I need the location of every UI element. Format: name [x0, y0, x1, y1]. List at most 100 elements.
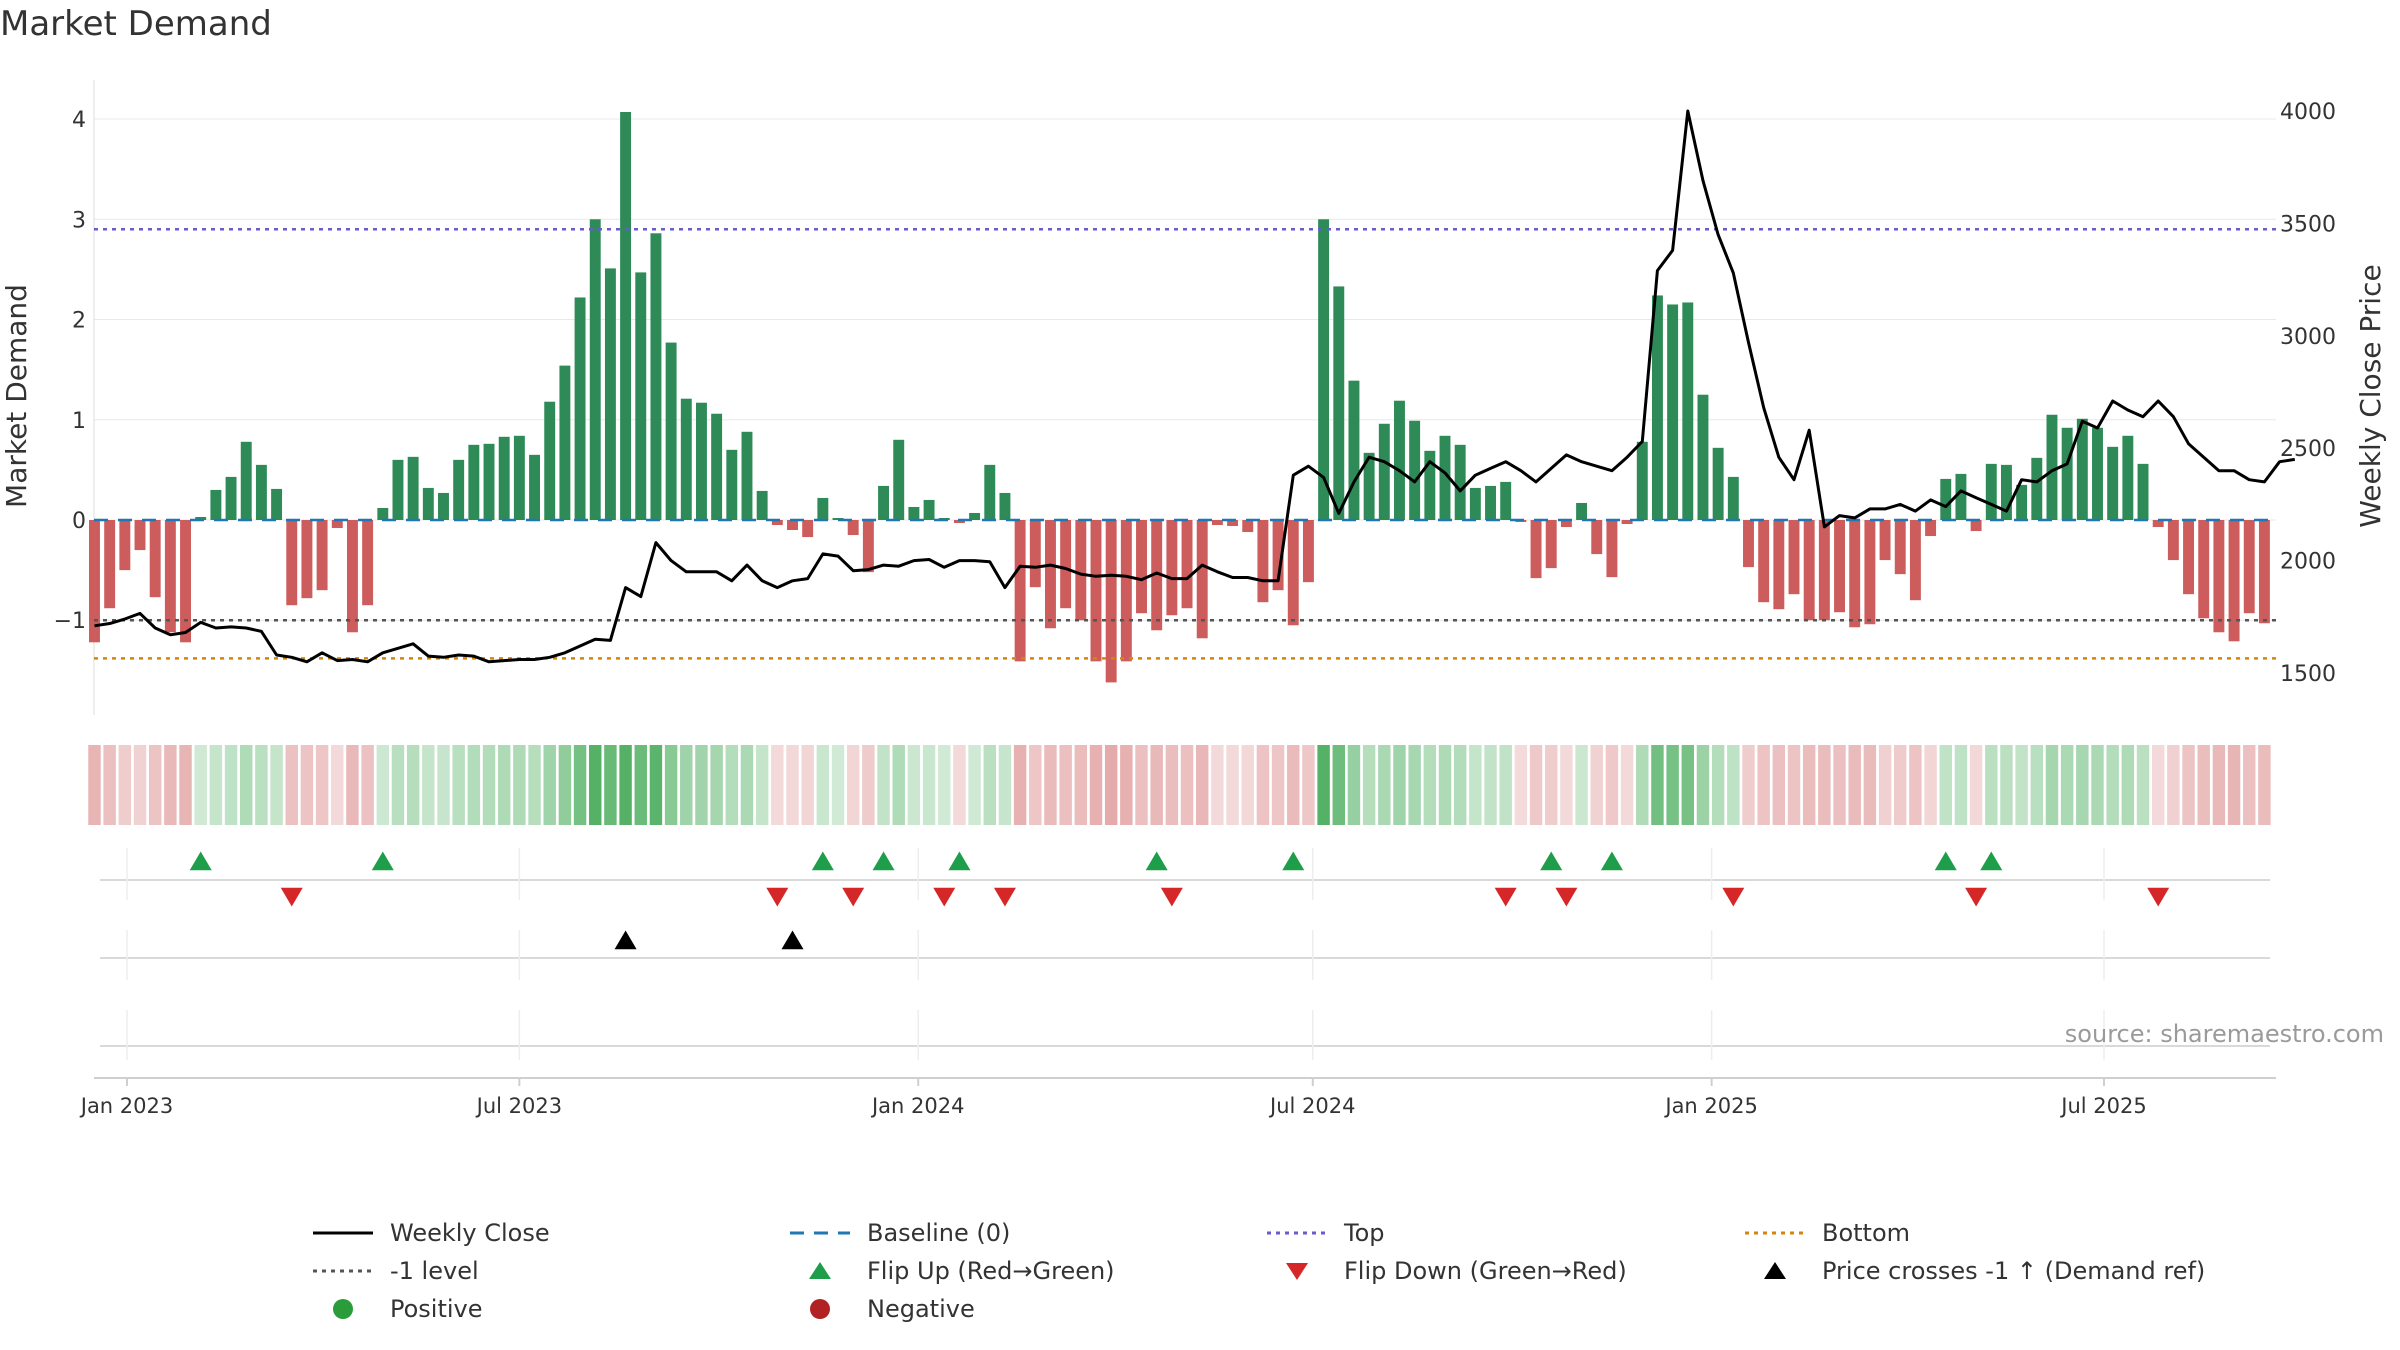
demand-bar-negative: [1925, 520, 1937, 537]
demand-bar-negative: [1014, 520, 1026, 662]
demand-bar-negative: [1120, 520, 1132, 662]
flip-down-marker: [1965, 887, 1988, 907]
demand-bar-positive: [513, 435, 525, 520]
demand-bar-positive: [529, 454, 541, 520]
demand-heat-cell: [376, 745, 390, 825]
demand-bar-negative: [1909, 520, 1921, 601]
demand-heat-cell: [88, 745, 101, 825]
demand-bar-negative: [1105, 520, 1117, 683]
legend-swatch-dot: [785, 1294, 855, 1324]
y2-tick-label: 4000: [2280, 100, 2336, 125]
legend-item: Bottom: [1740, 1215, 1910, 1251]
demand-heat-cell: [2000, 745, 2013, 825]
demand-heat-cell: [1256, 745, 1270, 825]
demand-bar-negative: [1803, 520, 1815, 621]
demand-bar-positive: [711, 413, 723, 520]
legend-label: Weekly Close: [390, 1219, 550, 1247]
demand-bar-negative: [1302, 520, 1314, 583]
demand-bar-negative: [1879, 520, 1891, 561]
demand-bar-negative: [1606, 520, 1618, 578]
demand-bar-positive: [498, 436, 510, 520]
demand-heat-cell: [255, 745, 268, 825]
demand-heat-cell: [1469, 745, 1482, 825]
demand-heat-cell: [1317, 745, 1330, 825]
demand-heat-cell: [968, 745, 981, 825]
demand-heat-cell: [695, 745, 708, 825]
demand-bar-negative: [1743, 520, 1754, 568]
demand-heat-cell: [1818, 745, 1831, 825]
demand-bar-negative: [1257, 520, 1269, 603]
demand-bar-positive: [1439, 435, 1451, 520]
demand-heat-cell: [270, 745, 283, 825]
demand-heat-cell: [2045, 745, 2059, 825]
demand-heat-cell: [543, 745, 556, 825]
demand-heat-cell: [1757, 745, 1770, 825]
demand-bar-negative: [1621, 520, 1633, 525]
demand-bar-negative: [1788, 520, 1800, 595]
legend-label: -1 level: [390, 1257, 479, 1285]
demand-heat-cell: [983, 745, 996, 825]
demand-bar-positive: [1955, 473, 1967, 520]
flip-down-marker: [1160, 887, 1183, 907]
demand-heat-cell: [2030, 745, 2044, 825]
demand-heat-cell: [1347, 745, 1361, 825]
demand-heat-cell: [1393, 745, 1406, 825]
demand-bar-negative: [771, 520, 783, 526]
demand-bar-positive: [544, 401, 556, 520]
demand-bar-negative: [119, 520, 131, 571]
demand-heat-cell: [1241, 745, 1254, 825]
demand-bar-positive: [1712, 447, 1724, 520]
demand-bar-positive: [453, 459, 465, 520]
demand-bar-positive: [969, 512, 981, 520]
demand-heat-cell: [1378, 745, 1391, 825]
demand-bar-positive: [483, 443, 495, 520]
flip-up-marker: [948, 851, 971, 871]
demand-heat-cell: [831, 745, 845, 825]
demand-bar-positive: [195, 516, 207, 520]
demand-heat-cell: [1620, 745, 1634, 825]
y-tick-label: −1: [54, 609, 86, 634]
demand-heat-cell: [1165, 745, 1179, 825]
demand-bar-positive: [1409, 420, 1421, 520]
demand-heat-cell: [2060, 745, 2074, 825]
legend-swatch-tri-up: [785, 1256, 855, 1286]
flip-down-marker: [2147, 887, 2170, 907]
flip-down-marker: [1722, 887, 1745, 907]
demand-bar-positive: [271, 488, 283, 520]
demand-bar-positive: [1424, 450, 1436, 520]
demand-bar-positive: [908, 506, 920, 520]
y2-axis-title: Weekly Close Price: [2354, 264, 2387, 527]
demand-heat-cell: [240, 745, 253, 825]
demand-bar-positive: [1348, 380, 1360, 520]
demand-bar-negative: [862, 520, 874, 573]
demand-bar-positive: [559, 365, 571, 520]
demand-bar-negative: [164, 520, 176, 633]
demand-heat-cell: [1681, 745, 1695, 825]
demand-bar-positive: [650, 233, 662, 520]
demand-bar-positive: [1333, 286, 1345, 520]
demand-heat-cell: [315, 745, 329, 825]
legend-swatch-line-dotted: [308, 1256, 378, 1286]
demand-heat-cell: [2197, 745, 2210, 825]
legend-item: -1 level: [308, 1253, 479, 1289]
demand-bar-positive: [1727, 476, 1739, 520]
legend-label: Top: [1344, 1219, 1385, 1247]
demand-heat-cell: [2121, 745, 2135, 825]
y2-tick-label: 1500: [2280, 662, 2336, 687]
legend-item: Baseline (0): [785, 1215, 1010, 1251]
demand-heat-cell: [1605, 745, 1619, 825]
demand-bar-positive: [1651, 295, 1663, 520]
demand-bar-positive: [726, 449, 738, 520]
demand-heat-cell: [1969, 745, 1983, 825]
demand-heat-cell: [1484, 745, 1497, 825]
demand-bar-positive: [574, 297, 586, 520]
demand-heat-cell: [1772, 745, 1786, 825]
demand-bar-negative: [149, 520, 161, 598]
demand-bar-positive: [604, 268, 616, 520]
demand-heat-cell: [1863, 745, 1877, 825]
demand-bar-negative: [1894, 520, 1906, 575]
demand-bar-positive: [422, 487, 434, 520]
demand-heat-cell: [1362, 745, 1376, 825]
demand-bar-positive: [1318, 219, 1330, 521]
demand-heat-cell: [1666, 745, 1679, 825]
